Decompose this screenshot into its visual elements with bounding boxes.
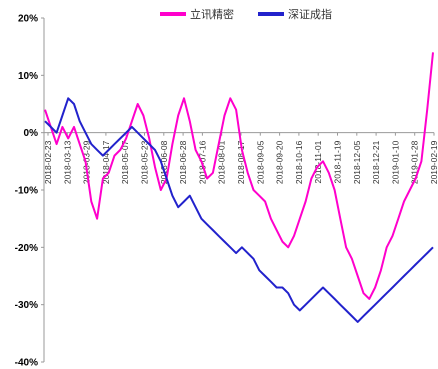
x-tick-label: 2018-05-07	[120, 140, 130, 184]
y-tick-label: 10%	[18, 71, 38, 82]
x-tick-label: 2018-10-16	[294, 140, 304, 184]
x-tick-label: 2018-08-01	[217, 140, 227, 184]
series-line-1	[44, 52, 434, 300]
x-tick-label: 2018-11-19	[333, 140, 343, 183]
x-tick-label: 2018-06-28	[178, 140, 188, 184]
x-tick-label: 2019-02-19	[429, 140, 438, 184]
y-axis: 20% 10% 0% -10% -20% -30% -40%	[15, 14, 45, 369]
x-tick-label: 2018-06-08	[159, 140, 169, 184]
x-tick-label: 2018-02-23	[43, 140, 53, 184]
y-tick-label: -20%	[15, 243, 38, 254]
series-lines	[44, 52, 434, 323]
x-tick-label: 2018-08-17	[236, 140, 246, 184]
x-tick-label: 2018-03-13	[62, 140, 72, 184]
legend-label: 立讯精密	[190, 7, 234, 21]
y-tick-label: -40%	[15, 358, 38, 369]
x-tick-label: 2018-12-21	[371, 140, 381, 184]
y-tick-label: -10%	[15, 186, 38, 197]
y-tick-label: 0%	[24, 128, 39, 139]
x-tick-label: 2019-01-10	[390, 140, 400, 184]
series-line-2	[44, 97, 434, 323]
y-tick-label: -30%	[15, 300, 38, 311]
x-tick-label: 2018-09-20	[275, 140, 285, 184]
x-tick-label: 2018-05-23	[140, 140, 150, 184]
y-tick-label: 20%	[18, 14, 38, 25]
x-tick-label: 2018-04-17	[101, 140, 111, 184]
legend-label: 深证成指	[288, 7, 332, 21]
x-tick-label: 2018-12-05	[352, 140, 362, 184]
legend: 立讯精密 深证成指	[160, 7, 332, 21]
x-tick-label: 2018-09-05	[255, 140, 265, 184]
x-tick-label: 2018-11-01	[313, 140, 323, 183]
x-tick-label: 2019-01-28	[410, 140, 420, 184]
